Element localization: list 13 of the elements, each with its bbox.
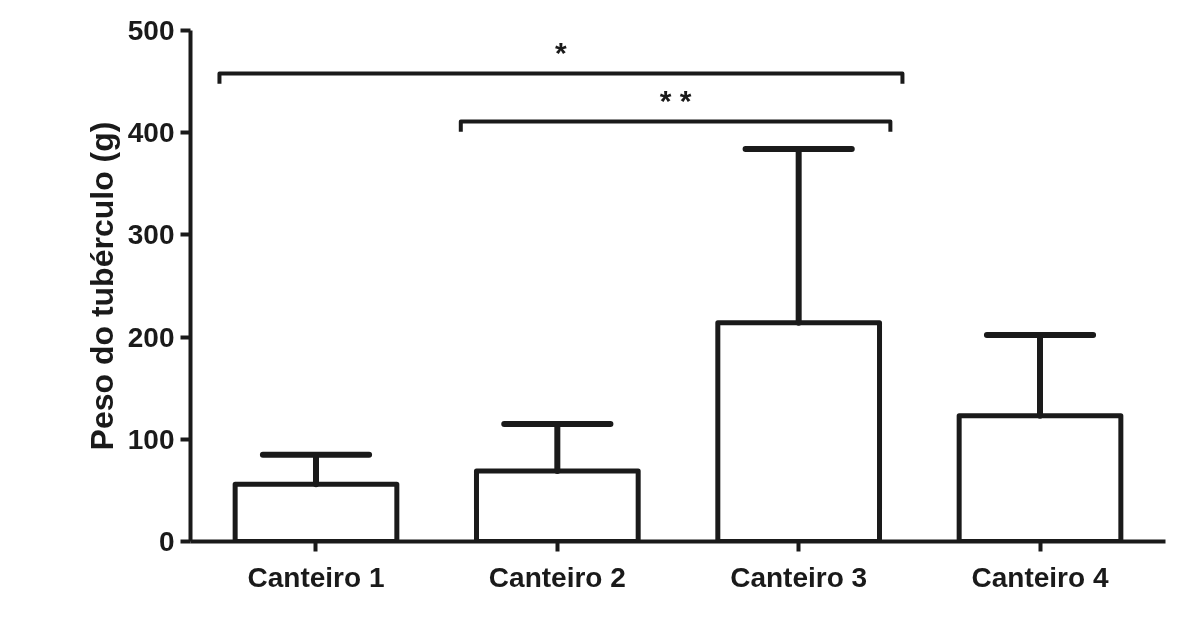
y-tick-label: 0 — [158, 526, 175, 557]
y-tick-label: 100 — [127, 423, 175, 455]
y-tick-label: 200 — [127, 321, 175, 353]
annotation: * * — [659, 84, 692, 118]
y-tick-label: 300 — [127, 219, 175, 251]
x-tick-label: Canteiro 4 — [971, 561, 1109, 593]
x-tick-label: Canteiro 3 — [730, 561, 868, 593]
annotation: * — [555, 36, 568, 70]
y-tick-label: 400 — [127, 117, 175, 149]
x-tick-label: Canteiro 1 — [247, 561, 385, 593]
y-axis-title: Peso do tubérculo (g) — [83, 121, 120, 451]
y-tick-label: 500 — [127, 15, 175, 46]
x-tick-label: Canteiro 2 — [488, 561, 626, 593]
